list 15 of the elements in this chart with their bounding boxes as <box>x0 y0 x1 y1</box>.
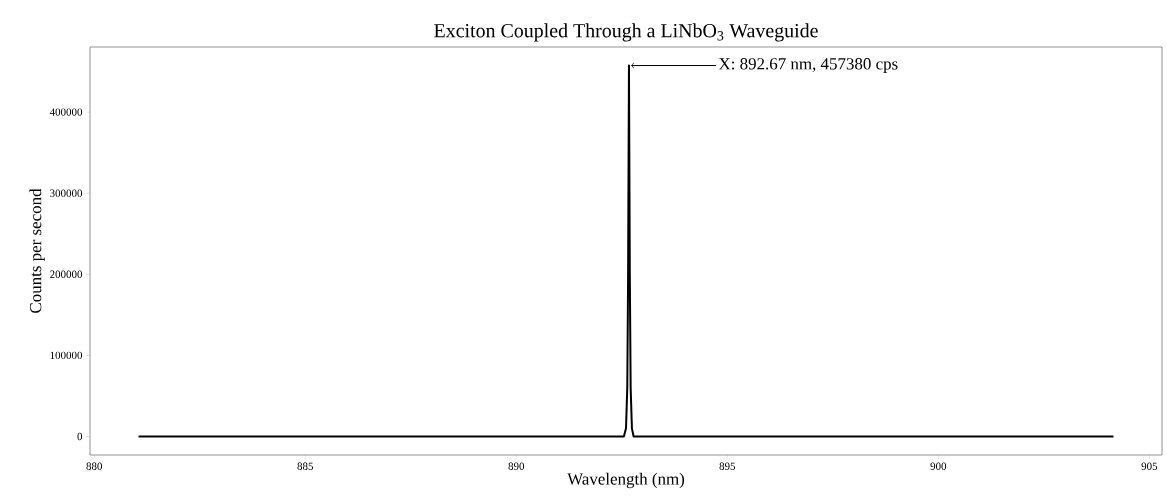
annotation: X: 892.67 nm, 457380 cps <box>718 58 898 73</box>
y-tick-label: 100000 <box>50 351 83 360</box>
y-tick-label: 0 <box>77 432 83 441</box>
y-axis-title: Counts per second <box>29 188 45 313</box>
x-tick-label: 890 <box>508 462 525 470</box>
x-tick-label: 895 <box>719 462 736 470</box>
x-tick-label: 905 <box>1141 462 1158 470</box>
y-tick-label: 400000 <box>49 108 83 116</box>
y-tick-label: 200000 <box>50 270 83 278</box>
x-tick-label: 885 <box>297 462 314 470</box>
x-axis-title: Wavelength (nm) <box>567 472 685 489</box>
chart-title: Exciton Coupled Through a LiNbO$_{3}$ Waveguide <box>434 23 818 42</box>
y-tick-label: 300000 <box>50 189 83 197</box>
x-tick-label: 900 <box>930 462 947 470</box>
x-tick-label: 880 <box>86 462 103 470</box>
